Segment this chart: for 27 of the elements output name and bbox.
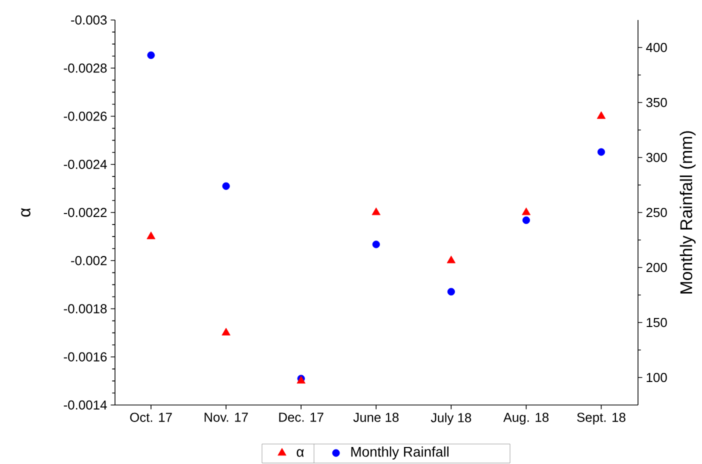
y-tick-label: -0.003 xyxy=(71,15,107,25)
y-tick-label: -0.0014 xyxy=(64,400,107,410)
x-tick-label: Oct. 17 xyxy=(130,412,172,422)
y2-tick-label: 350 xyxy=(646,98,667,108)
legend-label: Monthly Rainfall xyxy=(351,446,448,460)
y2-axis-title: Monthly Rainfall (mm) xyxy=(680,131,696,294)
y-axis-title: α xyxy=(21,208,30,217)
y-tick-label: -0.0018 xyxy=(64,304,107,314)
y-tick-label: -0.002 xyxy=(71,256,107,266)
x-tick-label: July 18 xyxy=(430,412,472,425)
legend-label: α xyxy=(296,449,304,457)
y2-tick-label: 300 xyxy=(646,152,667,162)
y-tick-label: -0.0022 xyxy=(64,208,107,218)
y2-tick-label: 250 xyxy=(646,208,667,218)
y-tick-label: -0.0026 xyxy=(64,112,107,121)
x-tick-label: June 18 xyxy=(353,412,399,422)
y-tick-label: -0.0028 xyxy=(64,64,107,73)
y2-tick-label: 100 xyxy=(646,372,667,382)
x-tick-label: Sept. 18 xyxy=(577,412,626,425)
y2-tick-label: 400 xyxy=(646,42,667,52)
y2-tick-label: 200 xyxy=(646,262,667,272)
y2-tick-label: 150 xyxy=(646,318,667,328)
y-tick-label: -0.0016 xyxy=(64,352,107,362)
x-tick-label: Aug. 18 xyxy=(503,412,549,425)
x-tick-label: Dec. 17 xyxy=(279,412,324,422)
x-tick-label: Nov. 17 xyxy=(204,412,248,422)
y-tick-label: -0.0024 xyxy=(64,160,107,169)
